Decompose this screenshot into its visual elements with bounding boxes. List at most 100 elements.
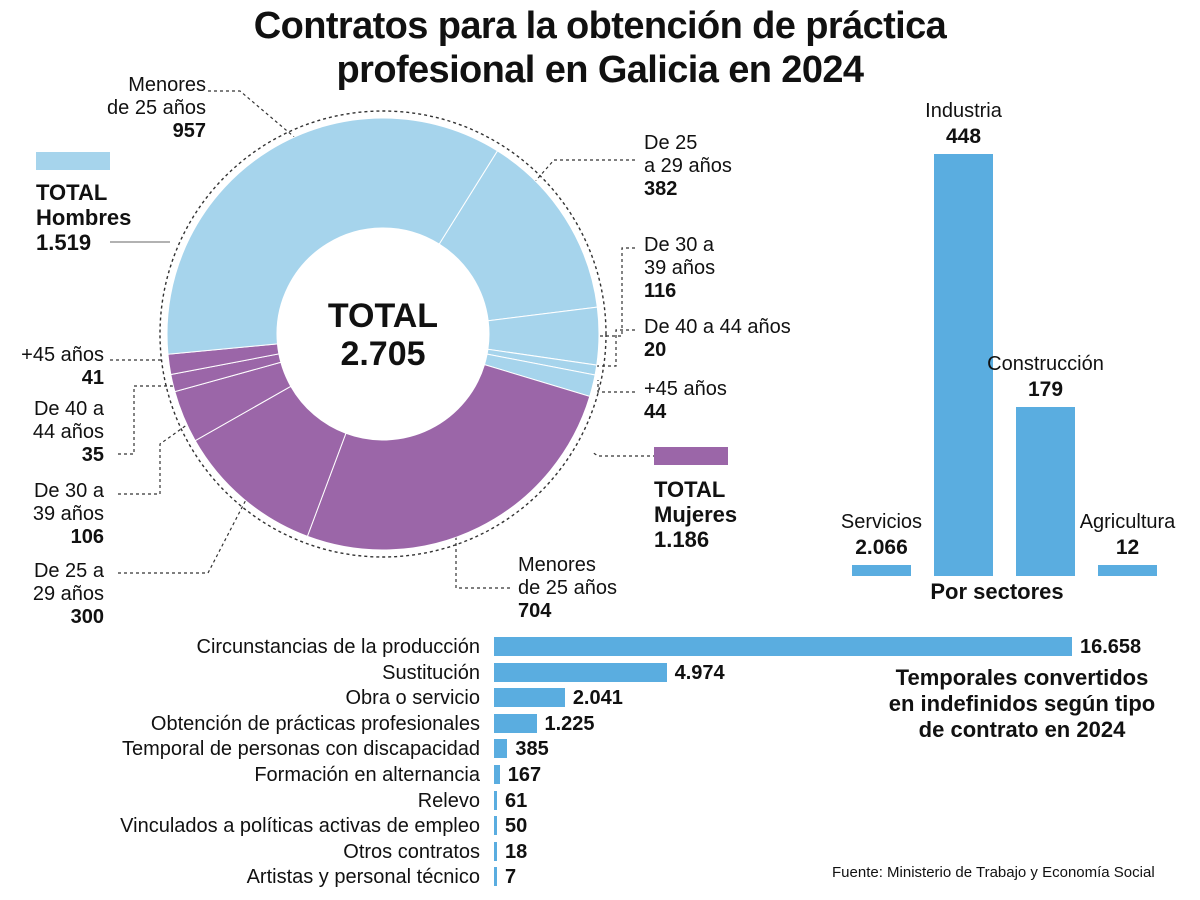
slice-value: 300 <box>70 606 104 628</box>
hombres-total-label: TOTAL <box>36 180 108 205</box>
contract-chart-title: Temporales convertidos en indefinidos se… <box>852 665 1192 743</box>
contract-chart-title-line-2: en indefinidos según tipo <box>888 691 1156 716</box>
contract-bar-2 <box>494 662 667 682</box>
leader-mujeres-30-39 <box>118 411 206 495</box>
slice-label-hombres-45plus: +45 años 44 <box>644 378 727 424</box>
slice-label-mujeres-menores25: Menores de 25 años 704 <box>518 554 617 623</box>
contract-value-3: 2.041 <box>572 687 623 710</box>
contract-value-6: 167 <box>507 764 542 786</box>
mujeres-total-value: 1.186 <box>654 527 710 552</box>
contract-value-2: 4.974 <box>674 661 725 684</box>
contract-label-7: Relevo <box>417 789 480 812</box>
contract-bar-1 <box>494 637 1072 656</box>
slice-label-line2: 29 años <box>32 583 104 605</box>
contract-label-5: Temporal de personas con discapacidad <box>122 738 480 761</box>
title-line-1: Contratos para la obtención de práctica <box>253 5 947 47</box>
contract-label-4: Obtención de prácticas profesionales <box>150 712 480 735</box>
contract-label-1: Circunstancias de la producción <box>196 636 481 658</box>
donut-slice-hombres-25-29 <box>438 150 598 322</box>
slice-label-line1: De 40 a 44 años <box>644 316 791 338</box>
slice-value: 20 <box>644 339 667 361</box>
mujeres-total-label2: Mujeres <box>654 502 738 527</box>
sector-chart-title: Por sectores <box>930 579 1064 604</box>
slice-label-hombres-25-29: De 25 a 29 años 382 <box>644 132 732 201</box>
donut-slices <box>166 117 600 551</box>
contract-bar-5 <box>494 739 508 759</box>
contract-bar-10 <box>494 867 497 887</box>
donut-outline <box>159 110 607 558</box>
hombres-total-label2: Hombres <box>36 205 132 230</box>
contract-value-7: 61 <box>505 789 528 812</box>
slice-label-line2: a 29 años <box>644 155 732 177</box>
leader-mujeres-40-44 <box>118 385 178 455</box>
contract-bar-3 <box>494 688 565 708</box>
center-total-label: TOTAL <box>327 297 439 335</box>
donut-slice-hombres-menores25 <box>166 117 499 355</box>
slice-label-line1: +45 años <box>644 378 727 400</box>
slice-label-mujeres-30-39: De 30 a 39 años 106 <box>0 480 104 549</box>
donut-slice-mujeres-menores25 <box>306 364 591 551</box>
slice-value: 106 <box>70 526 104 548</box>
contract-bar-6 <box>494 765 500 784</box>
slice-value: 957 <box>172 120 206 142</box>
slice-label-line1: De 25 a <box>33 560 104 582</box>
hombres-total: TOTAL Hombres 1.519 <box>36 180 131 255</box>
contract-chart-title-line-1: Temporales convertidos <box>895 665 1149 690</box>
slice-label-line1: Menores <box>128 74 206 96</box>
contract-label-10: Artistas y personal técnico <box>246 866 480 889</box>
contract-label-8: Vinculados a políticas activas de empleo <box>120 815 480 838</box>
slice-label-mujeres-25-29: De 25 a 29 años 300 <box>0 560 104 629</box>
center-total: TOTAL 2.705 <box>293 297 473 373</box>
leader-lines <box>110 90 728 589</box>
leader-mujeres-25-29 <box>118 491 251 574</box>
contract-value-9: 18 <box>505 840 528 863</box>
slice-label-line2: 39 años <box>644 257 716 279</box>
slice-label-hombres-40-44: De 40 a 44 años 20 <box>644 316 791 362</box>
contract-label-9: Otros contratos <box>343 840 480 863</box>
slice-label-line2: de 25 años <box>518 577 617 599</box>
contract-bar-7 <box>494 790 497 810</box>
center-total-value: 2.705 <box>340 335 426 373</box>
slice-value: 44 <box>644 401 667 423</box>
title-line-2: profesional en Galicia en 2024 <box>336 49 865 91</box>
slice-label-line1: De 25 <box>644 132 698 154</box>
contract-label-3: Obra o servicio <box>345 687 481 710</box>
contract-label-2: Sustitución <box>382 661 480 684</box>
hombres-swatch <box>36 152 110 170</box>
mujeres-swatch <box>654 447 728 465</box>
source-note: Fuente: Ministerio de Trabajo y Economía… <box>832 864 1155 881</box>
contract-value-1: 16.658 <box>1080 636 1142 658</box>
contract-value-10: 7 <box>505 866 517 889</box>
mujeres-total: TOTAL Mujeres 1.186 <box>654 477 737 552</box>
slice-label-line1: Menores <box>518 554 596 576</box>
slice-label-hombres-30-39: De 30 a 39 años 116 <box>644 234 715 303</box>
contract-bar-8 <box>494 816 497 836</box>
contract-label-6: Formación en alternancia <box>254 764 480 786</box>
slice-value: 704 <box>518 600 552 622</box>
slice-value: 116 <box>644 280 677 302</box>
slice-label-mujeres-40-44: De 40 a 44 años 35 <box>0 398 104 467</box>
slice-value: 35 <box>81 444 104 466</box>
slice-value: 41 <box>81 367 104 389</box>
contract-bar-9 <box>494 841 497 861</box>
slice-label-hombres-menores25: Menores de 25 años 957 <box>60 74 206 143</box>
slice-label-line1: De 40 a <box>33 398 104 420</box>
slice-label-line1: De 30 a <box>33 480 104 502</box>
contract-bar-4 <box>494 713 537 733</box>
slice-label-mujeres-45plus: +45 años 41 <box>0 344 104 390</box>
hombres-total-value: 1.519 <box>36 230 92 255</box>
contract-value-8: 50 <box>505 815 528 838</box>
slice-label-line1: De 30 a <box>644 234 715 256</box>
slice-label-line2: 39 años <box>32 503 104 525</box>
leader-hombres-45plus <box>597 380 635 393</box>
leader-hombres-menores25 <box>208 90 307 148</box>
contract-value-4: 1.225 <box>544 712 595 735</box>
mujeres-total-label: TOTAL <box>654 477 726 502</box>
contract-value-5: 385 <box>515 738 549 761</box>
slice-label-line2: de 25 años <box>107 97 206 119</box>
contract-chart-title-line-3: de contrato en 2024 <box>918 717 1126 742</box>
slice-label-line1: +45 años <box>21 344 104 366</box>
